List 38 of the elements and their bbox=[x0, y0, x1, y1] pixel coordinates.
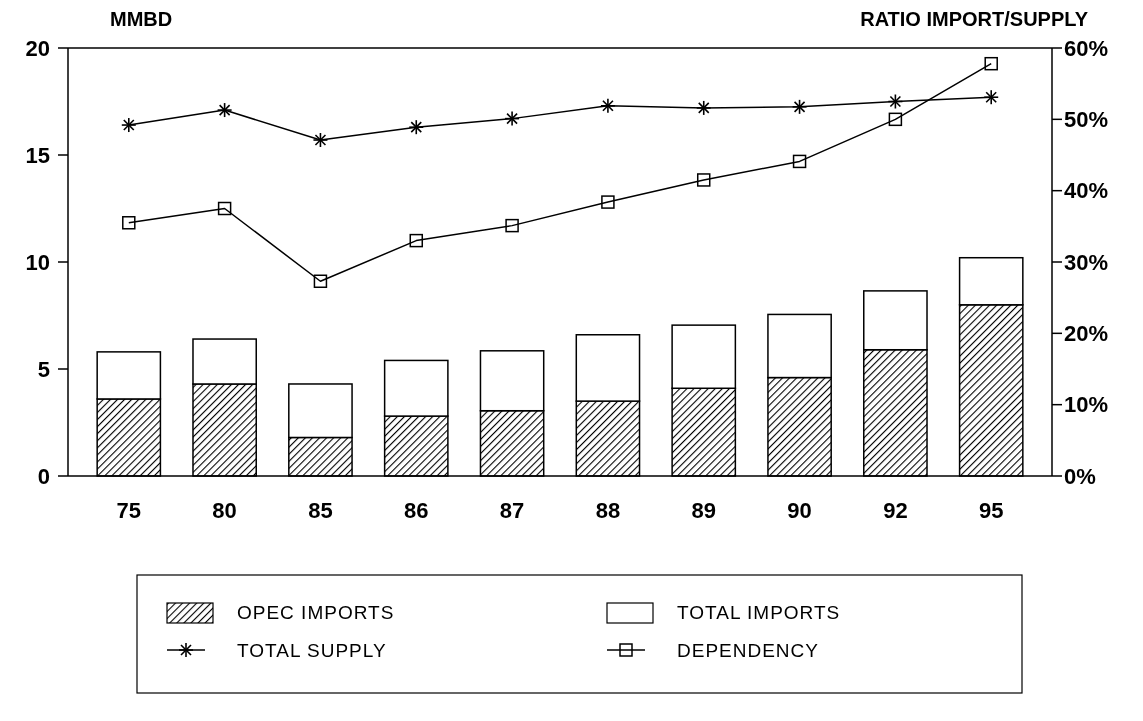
y-axis-title: MMBD bbox=[110, 8, 173, 30]
x-tick-label: 87 bbox=[499, 498, 525, 523]
y-tick-label: 15 bbox=[25, 142, 50, 168]
y2-tick-label: 50% bbox=[1064, 107, 1109, 133]
y2-tick-label: 20% bbox=[1064, 321, 1109, 347]
legend-label: OPEC IMPORTS bbox=[237, 602, 395, 623]
x-tick-label: 86 bbox=[404, 498, 429, 523]
point bbox=[122, 216, 136, 230]
point bbox=[313, 274, 328, 289]
y-tick-label: 10 bbox=[25, 249, 50, 275]
x-tick-label: 88 bbox=[595, 498, 621, 523]
y2-tick-label: 10% bbox=[1064, 392, 1109, 418]
x-tick-label: 95 bbox=[978, 498, 1004, 523]
point bbox=[505, 218, 519, 233]
x-tick-label: 75 bbox=[116, 498, 142, 523]
x-tick-label: 89 bbox=[691, 498, 716, 523]
y-tick-label: 0 bbox=[37, 463, 50, 489]
point bbox=[409, 233, 424, 248]
x-tick-label: 80 bbox=[212, 498, 237, 523]
legend-label: DEPENDENCY bbox=[677, 640, 819, 661]
y2-axis-title: RATIO IMPORT/SUPPLY bbox=[860, 8, 1089, 30]
legend-label: TOTAL IMPORTS bbox=[677, 602, 841, 623]
y2-tick-label: 0% bbox=[1064, 463, 1096, 489]
legend-label: TOTAL SUPPLY bbox=[237, 640, 387, 661]
y2-tick-label: 60% bbox=[1064, 35, 1109, 61]
y-tick-label: 20 bbox=[25, 35, 50, 61]
point bbox=[792, 154, 807, 169]
point bbox=[888, 112, 903, 127]
point bbox=[217, 201, 232, 216]
point bbox=[601, 195, 615, 209]
point bbox=[984, 56, 998, 71]
x-tick-label: 92 bbox=[883, 498, 908, 523]
x-tick-label: 90 bbox=[787, 498, 812, 523]
y2-tick-label: 40% bbox=[1064, 178, 1109, 204]
x-tick-label: 85 bbox=[308, 498, 333, 523]
point bbox=[696, 173, 711, 187]
y-tick-label: 5 bbox=[37, 356, 50, 382]
y2-tick-label: 30% bbox=[1064, 249, 1109, 275]
